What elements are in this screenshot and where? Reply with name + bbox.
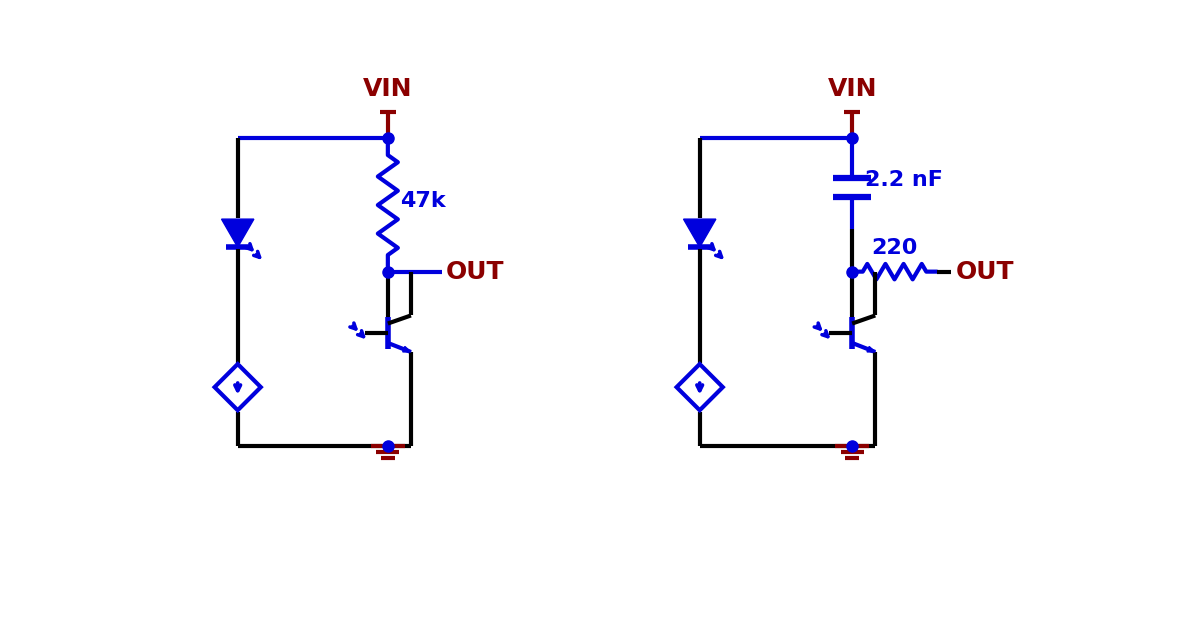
Polygon shape: [222, 219, 254, 247]
Text: VIN: VIN: [828, 78, 877, 101]
Text: VIN: VIN: [364, 78, 413, 101]
Text: 220: 220: [871, 238, 918, 258]
Polygon shape: [684, 219, 716, 247]
Text: 47k: 47k: [400, 191, 445, 211]
Text: OUT: OUT: [955, 260, 1014, 284]
Polygon shape: [215, 364, 260, 410]
Text: 2.2 nF: 2.2 nF: [865, 170, 943, 190]
Text: OUT: OUT: [445, 260, 504, 284]
Polygon shape: [677, 364, 722, 410]
Polygon shape: [403, 347, 410, 352]
Polygon shape: [868, 347, 875, 352]
